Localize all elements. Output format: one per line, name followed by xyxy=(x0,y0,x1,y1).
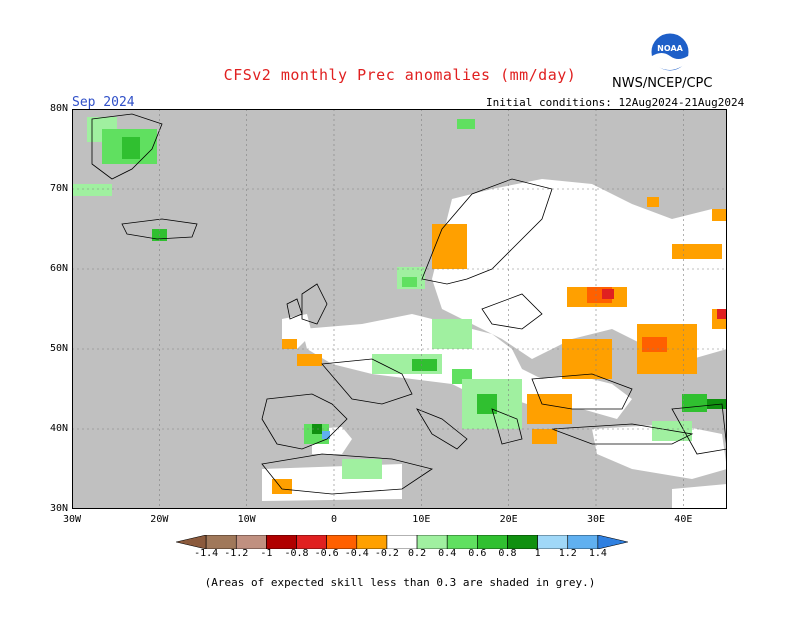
colorbar-swatch xyxy=(205,534,237,550)
colorbar-swatch xyxy=(235,534,267,550)
coastlines xyxy=(91,113,727,495)
colorbar-swatch xyxy=(356,534,388,550)
lon-label: 40E xyxy=(674,514,693,525)
wet-anomalies xyxy=(72,117,727,479)
lat-label: 30N xyxy=(49,503,68,514)
initial-conditions: Initial conditions: 12Aug2024-21Aug2024 xyxy=(486,96,745,109)
colorbar-swatch xyxy=(446,534,478,550)
colorbar xyxy=(175,534,629,553)
colorbar-label: 1 xyxy=(534,548,541,559)
colorbar-swatch xyxy=(266,534,297,550)
skill-footnote: (Areas of expected skill less than 0.3 a… xyxy=(204,576,596,589)
lon-label: 20E xyxy=(499,514,518,525)
colorbar-swatch xyxy=(597,534,629,550)
anomaly-map xyxy=(72,109,727,509)
lon-label: 30E xyxy=(586,514,606,525)
colorbar-label: -1.4 xyxy=(194,548,219,559)
lon-label: 10E xyxy=(412,514,431,525)
colorbar-swatch xyxy=(326,534,358,550)
colorbar-label: 0.2 xyxy=(408,548,427,559)
blue-anomalies xyxy=(322,431,330,439)
colorbar-label: -0.4 xyxy=(344,548,369,559)
colorbar-label: 0.6 xyxy=(468,548,487,559)
noaa-logo: NOAA xyxy=(650,32,690,72)
lat-label: 50N xyxy=(49,343,68,354)
colorbar-swatch xyxy=(416,534,448,550)
colorbar-swatch xyxy=(507,534,538,550)
colorbar-swatch xyxy=(537,534,569,550)
lat-label: 60N xyxy=(49,263,68,274)
colorbar-label: 1.2 xyxy=(558,548,577,559)
colorbar-swatch xyxy=(567,534,599,550)
lat-label: 70N xyxy=(49,183,68,194)
forecast-period: Sep 2024 xyxy=(72,95,135,110)
lon-label: 20W xyxy=(150,514,169,525)
lat-label: 80N xyxy=(49,103,68,114)
lat-label: 40N xyxy=(49,423,68,434)
colorbar-label: -0.2 xyxy=(374,548,399,559)
agency-label: NWS/NCEP/CPC xyxy=(612,76,713,91)
colorbar-swatch xyxy=(386,534,418,550)
colorbar-swatch xyxy=(175,534,207,550)
colorbar-label: -1.2 xyxy=(224,548,249,559)
colorbar-label: -1 xyxy=(260,548,273,559)
lon-label: 30W xyxy=(62,514,82,525)
map-border xyxy=(72,109,727,509)
colorbar-label: -0.6 xyxy=(314,548,339,559)
lon-label: 0 xyxy=(330,514,338,525)
colorbar-label: 1.4 xyxy=(588,548,607,559)
lon-label: 10W xyxy=(237,514,256,525)
chart-title: CFSv2 monthly Prec anomalies (mm/day) xyxy=(223,66,577,84)
colorbar-swatch xyxy=(296,534,327,550)
colorbar-label: -0.8 xyxy=(284,548,309,559)
logo-text: NOAA xyxy=(657,44,683,53)
colorbar-label: 0.8 xyxy=(498,548,517,559)
colorbar-label: 0.4 xyxy=(438,548,457,559)
colorbar-swatch xyxy=(477,534,508,550)
gridlines xyxy=(72,109,727,509)
